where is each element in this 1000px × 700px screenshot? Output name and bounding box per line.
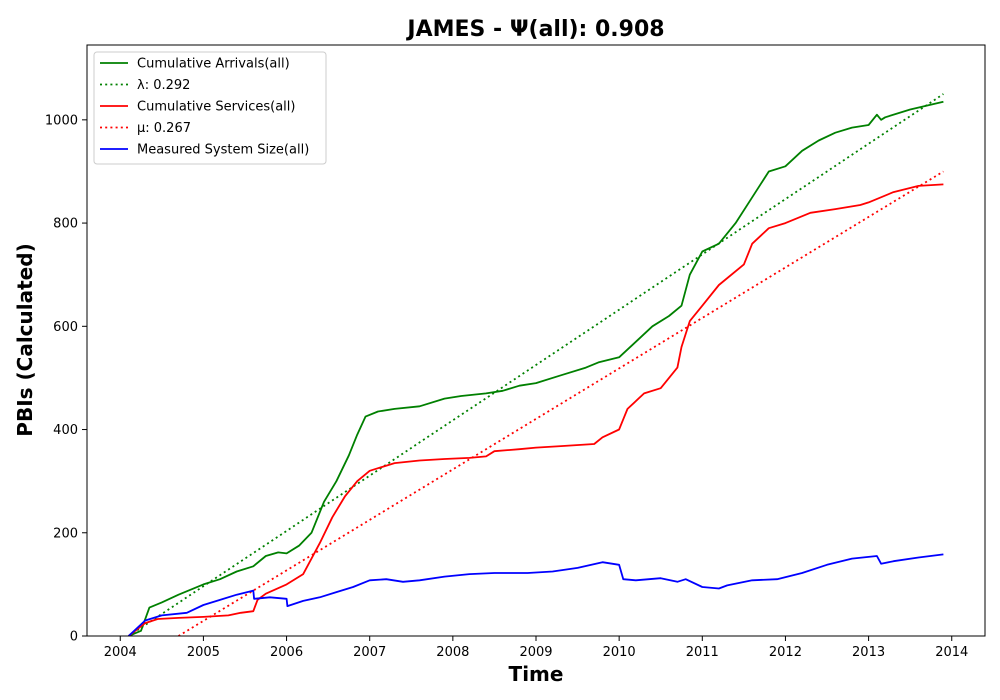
series-line-4 xyxy=(178,170,944,636)
series-line-1 xyxy=(128,100,944,636)
x-tick-label: 2009 xyxy=(519,645,552,660)
legend-box xyxy=(93,51,327,165)
y-tick-label: 600 xyxy=(53,320,78,335)
x-tick-label: 2010 xyxy=(603,645,636,660)
x-tick-label: 2007 xyxy=(353,645,386,660)
y-tick-label: 0 xyxy=(70,630,78,645)
axes-layer: 2004 2005 2006 2007 2008 2009 2010 2011 2012 2013… xyxy=(45,44,986,660)
y-tick-label: 200 xyxy=(53,526,78,541)
y-tick-label: 400 xyxy=(53,423,78,438)
x-tick-label: 2005 xyxy=(187,645,220,660)
x-tick-label: 2004 xyxy=(104,645,137,660)
chart-title: JAMES - Ψ(all): 0.908 xyxy=(405,17,664,42)
x-tick-label: 2014 xyxy=(935,645,968,660)
series-line-3 xyxy=(128,183,944,636)
y-tick-label: 800 xyxy=(53,217,78,232)
x-tick-label: 2006 xyxy=(270,645,303,660)
x-axis-label: Time xyxy=(509,662,564,686)
legend: Cumulative Arrivals(all) λ: 0.292 Cumulati… xyxy=(93,51,327,165)
y-axis-label: PBIs (Calculated) xyxy=(13,243,37,436)
series-layer xyxy=(127,93,944,636)
series-line-5 xyxy=(127,553,944,636)
series-line-2 xyxy=(128,93,944,636)
legend-label-5: Measured System Size(all) xyxy=(137,143,309,158)
legend-label-1: Cumulative Arrivals(all) xyxy=(137,57,290,72)
legend-label-2: λ: 0.292 xyxy=(137,78,190,93)
x-tick-label: 2013 xyxy=(852,645,885,660)
y-tick-label: 1000 xyxy=(45,113,78,128)
x-tick-label: 2012 xyxy=(769,645,802,660)
x-tick-label: 2011 xyxy=(686,645,719,660)
x-tick-label: 2008 xyxy=(436,645,469,660)
legend-label-4: μ: 0.267 xyxy=(137,121,191,136)
legend-label-3: Cumulative Services(all) xyxy=(137,100,295,115)
